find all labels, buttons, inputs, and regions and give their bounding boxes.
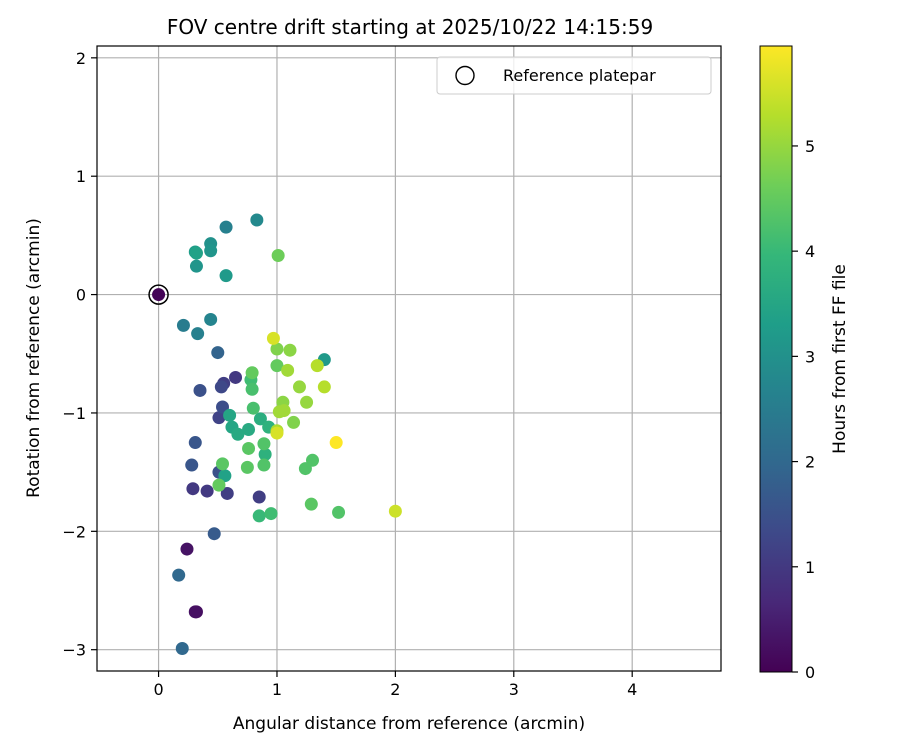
data-point bbox=[257, 458, 271, 472]
data-point bbox=[189, 246, 203, 260]
y-tick-label: 1 bbox=[76, 167, 86, 186]
colorbar-tick-label: 4 bbox=[805, 242, 815, 261]
data-point bbox=[220, 486, 234, 500]
data-point bbox=[219, 220, 233, 234]
data-point bbox=[266, 331, 280, 345]
data-point bbox=[175, 642, 189, 656]
data-points bbox=[152, 213, 402, 656]
colorbar-tick-label: 5 bbox=[805, 137, 815, 156]
y-axis-ticks: 2 1 0 −1 −2 −3 bbox=[62, 49, 97, 660]
legend: Reference platepar bbox=[436, 56, 712, 95]
data-point bbox=[258, 447, 272, 461]
data-point bbox=[287, 415, 301, 429]
colorbar-tick-label: 0 bbox=[805, 663, 815, 682]
data-point bbox=[304, 497, 318, 511]
data-point bbox=[270, 359, 284, 373]
x-tick-label: 1 bbox=[272, 680, 282, 699]
data-point bbox=[245, 382, 259, 396]
x-tick-label: 0 bbox=[153, 680, 163, 699]
x-axis-label: Angular distance from reference (arcmin) bbox=[233, 714, 585, 734]
data-point bbox=[252, 509, 266, 523]
data-point bbox=[229, 370, 243, 384]
data-point bbox=[219, 269, 233, 283]
data-point bbox=[270, 342, 284, 356]
data-point bbox=[180, 542, 194, 556]
data-point bbox=[310, 359, 324, 373]
data-point bbox=[216, 457, 230, 471]
legend-box bbox=[436, 56, 712, 95]
data-point bbox=[257, 437, 271, 451]
legend-reference-marker-icon bbox=[455, 65, 475, 86]
data-point bbox=[189, 259, 203, 273]
colorbar-label: Hours from first FF file bbox=[830, 264, 850, 454]
chart-title: FOV centre drift starting at 2025/10/22 … bbox=[167, 15, 653, 39]
colorbar-ticks: 0 1 2 3 4 5 bbox=[792, 137, 815, 682]
data-point bbox=[214, 380, 228, 394]
y-axis-label: Rotation from reference (arcmin) bbox=[24, 218, 44, 498]
x-tick-label: 4 bbox=[627, 680, 637, 699]
data-point bbox=[329, 436, 343, 450]
data-point bbox=[246, 401, 260, 415]
plot-frame bbox=[96, 45, 722, 672]
data-point bbox=[185, 458, 199, 472]
y-tick-label: −1 bbox=[62, 404, 86, 423]
data-point bbox=[212, 411, 226, 425]
data-point bbox=[186, 482, 200, 496]
data-point bbox=[305, 453, 319, 467]
data-point bbox=[245, 366, 259, 380]
y-tick-label: 0 bbox=[76, 286, 86, 305]
legend-label: Reference platepar bbox=[503, 66, 656, 85]
plot-area bbox=[97, 46, 721, 671]
data-point bbox=[271, 249, 285, 263]
data-point bbox=[152, 288, 166, 302]
data-point bbox=[270, 426, 284, 440]
data-point bbox=[231, 427, 245, 441]
colorbar-tick-label: 2 bbox=[805, 453, 815, 472]
data-point bbox=[242, 423, 256, 437]
data-point bbox=[277, 404, 291, 418]
data-point bbox=[317, 380, 331, 394]
x-tick-label: 3 bbox=[509, 680, 519, 699]
data-point bbox=[300, 395, 314, 409]
x-tick-label: 2 bbox=[390, 680, 400, 699]
data-point bbox=[292, 380, 306, 394]
grid-lines bbox=[97, 46, 721, 671]
data-point bbox=[218, 469, 232, 483]
reference-marker bbox=[148, 284, 169, 305]
y-tick-label: −3 bbox=[62, 641, 86, 660]
data-point bbox=[204, 312, 218, 326]
data-point bbox=[207, 527, 221, 541]
y-tick-label: 2 bbox=[76, 49, 86, 68]
data-point bbox=[212, 478, 226, 492]
data-point bbox=[200, 484, 214, 498]
data-point bbox=[188, 605, 202, 619]
reference-platepar-marker bbox=[148, 284, 169, 305]
data-point bbox=[242, 441, 256, 455]
x-axis-ticks: 0 1 2 3 4 bbox=[153, 671, 637, 699]
data-point bbox=[283, 343, 297, 357]
data-point bbox=[240, 460, 254, 474]
data-point bbox=[223, 408, 237, 422]
data-point bbox=[281, 363, 295, 377]
data-point bbox=[191, 327, 205, 341]
data-point bbox=[264, 507, 278, 521]
data-point bbox=[253, 412, 267, 426]
data-point bbox=[204, 244, 218, 258]
data-point bbox=[211, 346, 225, 360]
data-point bbox=[250, 213, 264, 227]
data-point bbox=[252, 490, 266, 504]
colorbar-tick-label: 1 bbox=[805, 558, 815, 577]
data-point bbox=[188, 436, 202, 450]
data-point bbox=[332, 505, 346, 519]
y-tick-label: −2 bbox=[62, 522, 86, 541]
data-point bbox=[388, 504, 402, 518]
data-point bbox=[193, 383, 207, 397]
colorbar-tick-label: 3 bbox=[805, 347, 815, 366]
data-point bbox=[176, 318, 190, 332]
data-point bbox=[172, 568, 186, 582]
colorbar bbox=[759, 45, 793, 673]
